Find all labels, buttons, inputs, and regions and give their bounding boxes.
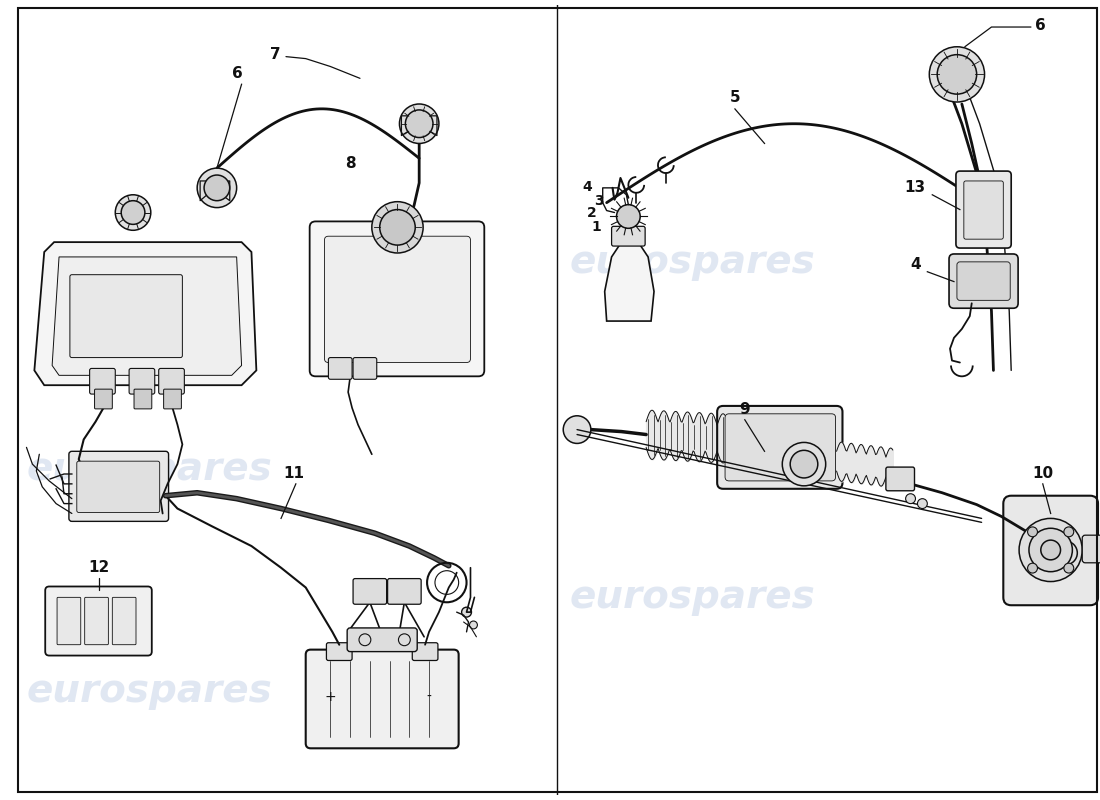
Circle shape	[790, 450, 817, 478]
FancyBboxPatch shape	[353, 578, 386, 604]
Circle shape	[1027, 527, 1037, 537]
Circle shape	[1064, 563, 1074, 573]
FancyBboxPatch shape	[70, 274, 183, 358]
Circle shape	[937, 54, 977, 94]
Text: eurospares: eurospares	[570, 243, 815, 281]
Text: -: -	[427, 690, 431, 704]
Text: 9: 9	[739, 402, 750, 417]
FancyBboxPatch shape	[310, 222, 484, 376]
Circle shape	[379, 210, 415, 245]
Polygon shape	[34, 242, 256, 385]
Text: 10: 10	[1032, 466, 1054, 481]
Text: 1: 1	[592, 220, 602, 234]
FancyBboxPatch shape	[886, 467, 914, 490]
Circle shape	[121, 201, 145, 224]
FancyBboxPatch shape	[164, 389, 182, 409]
Circle shape	[1041, 540, 1060, 560]
Text: 8: 8	[344, 156, 355, 170]
Circle shape	[205, 175, 230, 201]
Text: 13: 13	[904, 180, 925, 194]
Circle shape	[616, 205, 640, 228]
FancyBboxPatch shape	[412, 642, 438, 661]
FancyBboxPatch shape	[57, 598, 80, 645]
FancyBboxPatch shape	[1003, 496, 1098, 606]
FancyBboxPatch shape	[949, 254, 1019, 308]
Text: 3: 3	[594, 194, 604, 208]
Text: eurospares: eurospares	[26, 450, 273, 488]
FancyBboxPatch shape	[717, 406, 843, 489]
Circle shape	[563, 416, 591, 443]
Circle shape	[905, 494, 915, 504]
FancyBboxPatch shape	[134, 389, 152, 409]
Circle shape	[1064, 527, 1074, 537]
FancyBboxPatch shape	[964, 181, 1003, 239]
Polygon shape	[605, 242, 654, 321]
Text: 11: 11	[284, 466, 305, 481]
FancyBboxPatch shape	[85, 598, 109, 645]
Circle shape	[1028, 528, 1072, 572]
FancyBboxPatch shape	[612, 226, 645, 246]
Circle shape	[930, 46, 984, 102]
FancyBboxPatch shape	[956, 171, 1011, 248]
Text: 7: 7	[270, 47, 280, 62]
FancyBboxPatch shape	[329, 358, 352, 379]
FancyBboxPatch shape	[387, 578, 421, 604]
Circle shape	[406, 110, 433, 138]
Circle shape	[1027, 563, 1037, 573]
Text: 6: 6	[1035, 18, 1046, 33]
Text: 4: 4	[910, 257, 921, 272]
FancyBboxPatch shape	[348, 628, 417, 652]
FancyBboxPatch shape	[77, 461, 160, 513]
FancyBboxPatch shape	[95, 389, 112, 409]
Circle shape	[372, 202, 424, 253]
Text: 2: 2	[587, 206, 596, 219]
FancyBboxPatch shape	[324, 236, 471, 362]
Circle shape	[399, 104, 439, 143]
FancyBboxPatch shape	[112, 598, 136, 645]
FancyBboxPatch shape	[129, 369, 155, 394]
FancyBboxPatch shape	[158, 369, 185, 394]
Circle shape	[1019, 518, 1082, 582]
Text: +: +	[324, 690, 337, 704]
Circle shape	[1054, 541, 1077, 565]
FancyBboxPatch shape	[1082, 535, 1100, 563]
Circle shape	[116, 194, 151, 230]
FancyBboxPatch shape	[957, 262, 1010, 300]
Circle shape	[462, 607, 472, 617]
Text: 5: 5	[729, 90, 740, 105]
Circle shape	[782, 442, 826, 486]
FancyBboxPatch shape	[45, 586, 152, 655]
Circle shape	[917, 498, 927, 509]
FancyBboxPatch shape	[725, 414, 836, 481]
Circle shape	[197, 168, 236, 207]
FancyBboxPatch shape	[327, 642, 352, 661]
FancyBboxPatch shape	[306, 650, 459, 748]
Text: 12: 12	[88, 560, 109, 575]
FancyBboxPatch shape	[69, 451, 168, 522]
Text: eurospares: eurospares	[26, 672, 273, 710]
Polygon shape	[52, 257, 242, 375]
FancyBboxPatch shape	[353, 358, 377, 379]
FancyBboxPatch shape	[89, 369, 116, 394]
Text: 4: 4	[582, 180, 592, 194]
Text: 6: 6	[232, 66, 243, 82]
Circle shape	[470, 621, 477, 629]
Text: eurospares: eurospares	[570, 578, 815, 616]
